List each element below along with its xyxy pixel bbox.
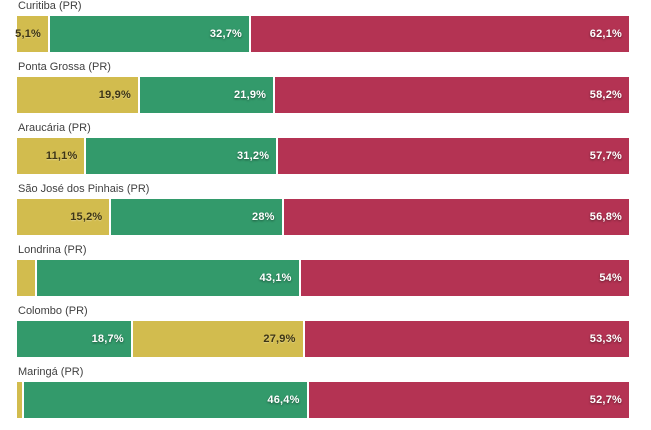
- bar-group: São José dos Pinhais (PR) 15,2% 28% 56,8%: [17, 184, 629, 235]
- stacked-bar: 19,9% 21,9% 58,2%: [17, 77, 629, 113]
- stacked-bar: 5,1% 32,7% 62,1%: [15, 16, 629, 52]
- category-label: Ponta Grossa (PR): [18, 61, 111, 73]
- stacked-bar-chart: Curitiba (PR) 5,1% 32,7% 62,1% Ponta Gross…: [15, 0, 629, 418]
- bar-segment-yellow[interactable]: 19,9%: [17, 77, 138, 113]
- bar-segment-yellow[interactable]: [17, 382, 23, 418]
- bar-segment-red[interactable]: 52,7%: [308, 382, 629, 418]
- bar-segment-green[interactable]: 18,7%: [17, 321, 131, 357]
- stacked-bar: 46,4% 52,7%: [17, 382, 629, 418]
- category-label: Araucária (PR): [18, 122, 91, 134]
- segment-value-label: 21,9%: [233, 89, 267, 101]
- bar-segment-green[interactable]: 28%: [111, 199, 282, 235]
- bar-segment-red[interactable]: 58,2%: [275, 77, 629, 113]
- bar-segment-green[interactable]: 21,9%: [139, 77, 274, 113]
- bar-group: Londrina (PR) 43,1% 54%: [17, 245, 629, 296]
- bar-segment-green[interactable]: 46,4%: [24, 382, 307, 418]
- bar-segment-red[interactable]: 53,3%: [304, 321, 629, 357]
- segment-value-label: 52,7%: [589, 394, 622, 406]
- segment-value-label: 57,7%: [589, 150, 622, 162]
- segment-value-label: 27,9%: [263, 333, 296, 345]
- bar-segment-red[interactable]: 57,7%: [278, 138, 629, 174]
- segment-value-label: 32,7%: [209, 28, 243, 40]
- segment-value-label: 5,1%: [15, 28, 42, 40]
- bar-group: Maringá (PR) 46,4% 52,7%: [17, 367, 629, 418]
- bar-segment-green[interactable]: 31,2%: [86, 138, 277, 174]
- stacked-bar: 15,2% 28% 56,8%: [17, 199, 629, 235]
- segment-value-label: 28%: [252, 211, 275, 223]
- segment-value-label: 43,1%: [259, 272, 292, 284]
- segment-value-label: 46,4%: [267, 394, 300, 406]
- bar-segment-yellow[interactable]: 27,9%: [132, 321, 303, 357]
- segment-value-label: 11,1%: [45, 150, 78, 162]
- segment-value-label: 58,2%: [589, 89, 622, 101]
- category-label: Curitiba (PR): [18, 0, 82, 12]
- category-label: Colombo (PR): [18, 305, 88, 317]
- segment-value-label: 54%: [599, 272, 622, 284]
- bar-group: Curitiba (PR) 5,1% 32,7% 62,1%: [15, 0, 629, 52]
- bar-group: Araucária (PR) 11,1% 31,2% 57,7%: [17, 123, 629, 174]
- stacked-bar: 43,1% 54%: [17, 260, 629, 296]
- segment-value-label: 18,7%: [91, 333, 124, 345]
- bar-segment-yellow[interactable]: 11,1%: [17, 138, 85, 174]
- stacked-bar: 11,1% 31,2% 57,7%: [17, 138, 629, 174]
- category-label: Londrina (PR): [18, 244, 87, 256]
- bar-segment-green[interactable]: 32,7%: [50, 16, 250, 52]
- stacked-bar: 18,7% 27,9% 53,3%: [17, 321, 629, 357]
- bar-segment-yellow[interactable]: 15,2%: [17, 199, 110, 235]
- bar-segment-red[interactable]: 62,1%: [251, 16, 629, 52]
- segment-value-label: 19,9%: [98, 89, 131, 101]
- segment-value-label: 62,1%: [589, 28, 622, 40]
- bar-group: Ponta Grossa (PR) 19,9% 21,9% 58,2%: [17, 62, 629, 113]
- segment-value-label: 56,8%: [589, 211, 622, 223]
- bar-segment-green[interactable]: 43,1%: [36, 260, 299, 296]
- segment-value-label: 53,3%: [589, 333, 622, 345]
- bar-segment-red[interactable]: 56,8%: [283, 199, 629, 235]
- category-label: São José dos Pinhais (PR): [18, 183, 150, 195]
- category-label: Maringá (PR): [18, 366, 84, 378]
- segment-value-label: 15,2%: [70, 211, 103, 223]
- bar-segment-yellow[interactable]: [17, 260, 35, 296]
- bar-group: Colombo (PR) 18,7% 27,9% 53,3%: [17, 306, 629, 357]
- bar-segment-yellow[interactable]: 5,1%: [15, 16, 49, 52]
- segment-value-label: 31,2%: [236, 150, 270, 162]
- bar-segment-red[interactable]: 54%: [300, 260, 629, 296]
